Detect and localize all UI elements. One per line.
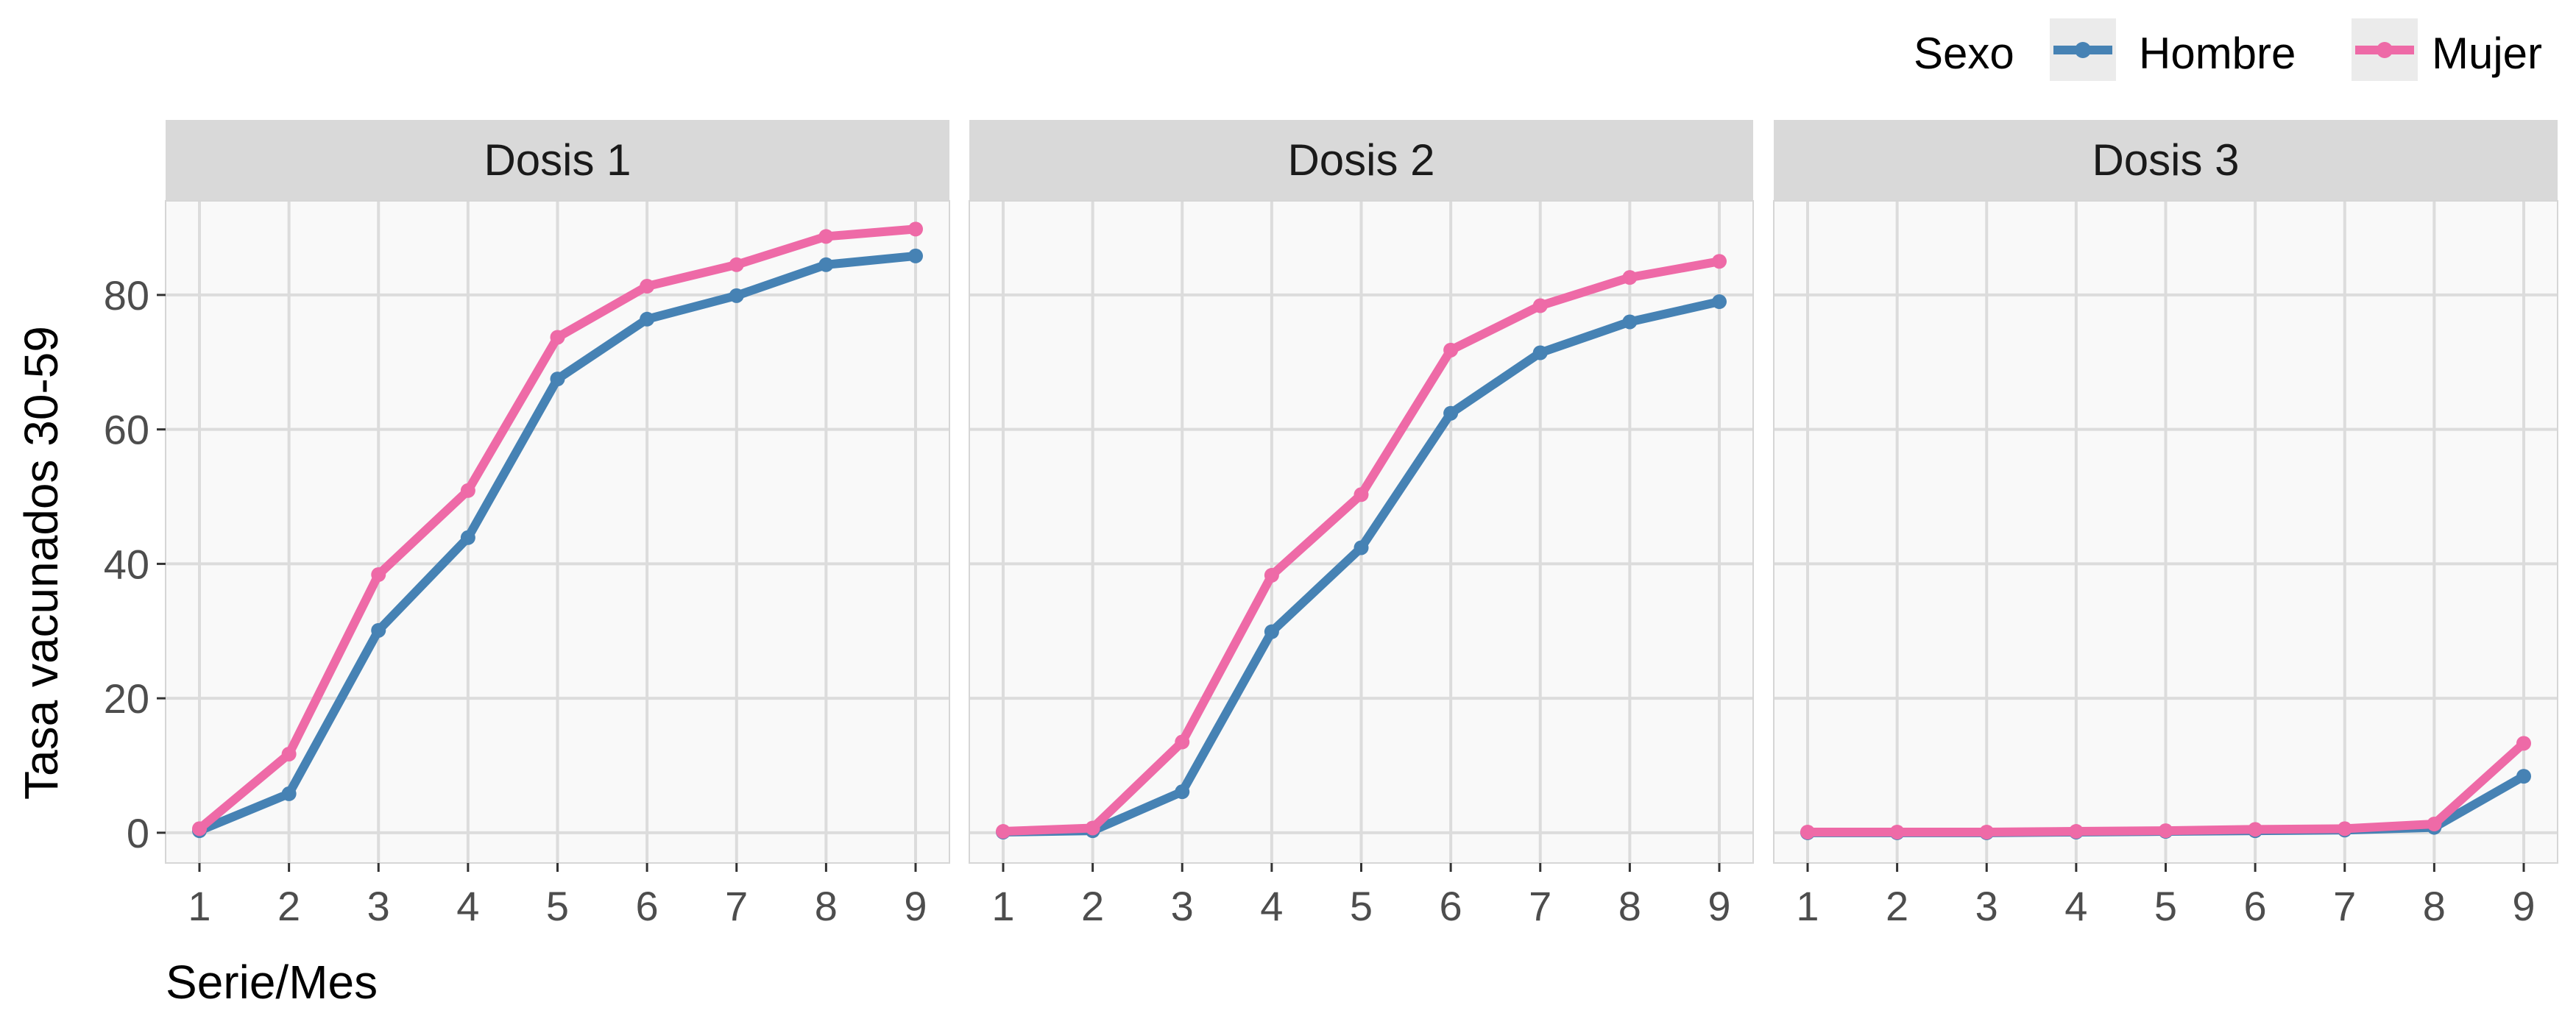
x-tick-label: 5 [546,883,569,929]
x-tick-label: 7 [1529,883,1551,929]
data-point-mujer [2158,823,2173,839]
data-point-mujer [460,483,475,498]
data-point-hombre [1532,345,1548,360]
x-tick-label: 3 [367,883,390,929]
data-point-mujer [818,229,834,244]
x-tick-label: 6 [636,883,659,929]
y-tick-label: 0 [127,810,149,856]
data-point-mujer [281,746,297,761]
panel-dosis-2: Dosis 2 1 2 3 4 5 6 7 8 9 [969,120,1754,929]
x-tick-label: 7 [725,883,748,929]
data-point-mujer [550,330,565,345]
x-tick-label: 2 [277,883,300,929]
panel-dosis-1: Dosis 1 1 2 3 4 5 6 7 8 9 0 20 40 60 80 [104,120,950,929]
legend-point-hombre [2075,42,2091,58]
strip-label: Dosis 1 [484,135,631,185]
legend-label-hombre: Hombre [2139,29,2296,78]
data-point-hombre [1443,405,1459,421]
data-point-mujer [192,821,207,837]
panel-dosis-3: Dosis 3 1 2 3 4 5 6 7 8 9 [1773,120,2558,929]
data-point-hombre [1175,784,1190,800]
data-point-mujer [908,221,923,237]
data-point-mujer [2427,817,2442,832]
x-tick-label: 1 [188,883,210,929]
data-point-mujer [729,257,744,272]
legend: Sexo Hombre Mujer [1914,18,2542,81]
data-point-mujer [2337,821,2352,837]
x-tick-label: 5 [1350,883,1373,929]
x-axis-title: Serie/Mes [166,956,378,1009]
y-tick-label: 40 [104,541,149,587]
data-point-hombre [1622,314,1638,330]
data-point-hombre [2516,769,2531,784]
data-point-mujer [1443,342,1459,358]
data-point-mujer [1264,567,1279,583]
x-tick-label: 4 [1260,883,1283,929]
data-point-mujer [1889,824,1905,839]
y-tick-label: 80 [104,272,149,319]
y-axis-title: Tasa vacunados 30-59 [15,326,68,800]
strip-background [166,120,949,201]
legend-title: Sexo [1914,29,2014,78]
data-point-mujer [1979,824,1995,839]
data-point-mujer [1800,824,1815,839]
x-tick-label: 6 [1440,883,1462,929]
data-point-hombre [460,530,475,545]
data-point-hombre [908,248,923,263]
x-tick-label: 2 [1886,883,1908,929]
data-point-hombre [1354,540,1369,555]
data-point-mujer [2248,822,2263,837]
data-point-mujer [2516,736,2531,751]
data-point-hombre [281,786,297,801]
strip-background [969,120,1753,201]
x-tick-label: 3 [1975,883,1998,929]
y-tick-label: 60 [104,407,149,453]
strip-label: Dosis 3 [2092,135,2239,185]
x-tick-label: 1 [991,883,1014,929]
data-point-mujer [1532,298,1548,313]
x-tick-label: 7 [2333,883,2356,929]
data-point-hombre [1712,294,1727,310]
strip-background [1774,120,2558,201]
x-tick-label: 2 [1081,883,1104,929]
data-point-hombre [818,257,834,272]
x-tick-label: 8 [815,883,838,929]
data-point-hombre [640,311,655,327]
data-point-hombre [371,622,386,638]
data-point-mujer [1712,254,1727,269]
data-point-mujer [1175,734,1190,750]
data-point-mujer [371,567,386,583]
data-point-hombre [1264,624,1279,639]
x-tick-label: 6 [2244,883,2267,929]
data-point-mujer [2068,824,2084,839]
x-tick-label: 8 [1618,883,1641,929]
data-point-mujer [1622,270,1638,285]
data-point-mujer [996,824,1011,839]
x-tick-label: 4 [2064,883,2087,929]
x-tick-label: 9 [1708,883,1730,929]
data-point-hombre [729,288,744,303]
x-tick-label: 1 [1796,883,1819,929]
legend-label-mujer: Mujer [2432,29,2542,78]
data-point-hombre [550,372,565,387]
data-point-mujer [640,279,655,294]
legend-point-mujer [2377,42,2393,58]
data-point-mujer [1354,487,1369,502]
x-tick-label: 9 [2512,883,2535,929]
x-tick-label: 5 [2154,883,2177,929]
data-point-mujer [1085,820,1100,836]
x-tick-label: 3 [1171,883,1194,929]
panels-layer: Dosis 1 1 2 3 4 5 6 7 8 9 0 20 40 60 80 Dosis 2 1 2 3 4 5 6 7 8… [104,120,2558,929]
x-tick-label: 8 [2423,883,2446,929]
strip-label: Dosis 2 [1287,135,1434,185]
x-tick-label: 9 [904,883,927,929]
x-tick-label: 4 [456,883,479,929]
y-tick-label: 20 [104,675,149,722]
